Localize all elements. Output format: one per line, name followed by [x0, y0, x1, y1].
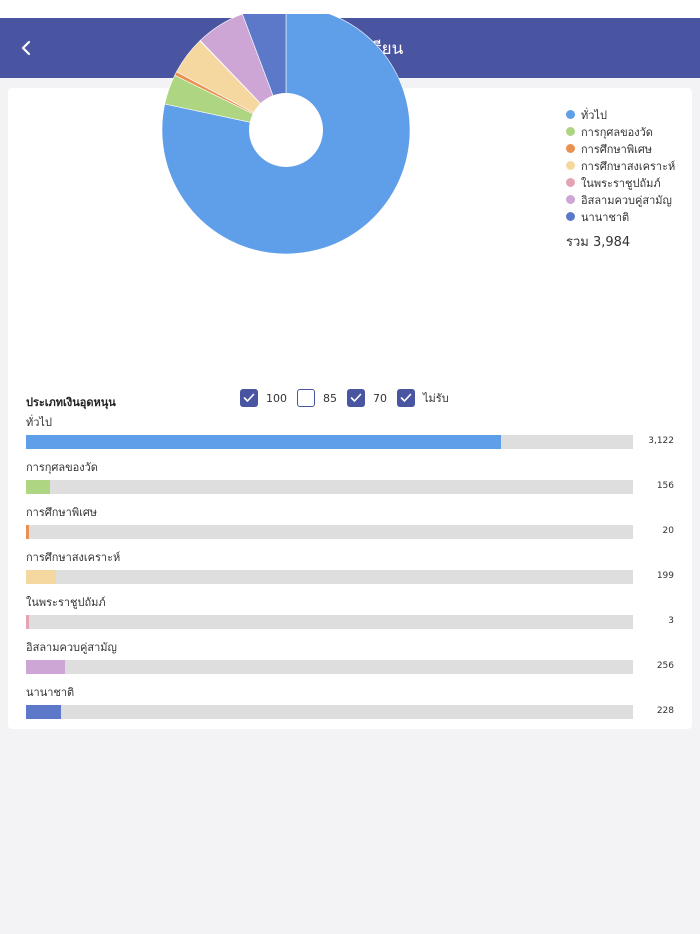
bar-value: 156 [656, 481, 674, 491]
legend-item[interactable]: ในพระราชูปถัมภ์ [566, 174, 696, 191]
legend-swatch [566, 212, 575, 221]
bar-row: การศึกษาสงเคราะห์ 199 [26, 548, 686, 593]
bar-track [26, 525, 633, 539]
chart-legend: ทั่วไปการกุศลของวัดการศึกษาพิเศษการศึกษา… [566, 106, 696, 252]
bar-fill [26, 435, 502, 449]
subsidy-checkbox[interactable]: 70 [347, 389, 387, 407]
bar-label: ทั่วไป [26, 416, 52, 429]
legend-label: อิสลามควบคู่สามัญ [581, 193, 672, 207]
back-button[interactable] [10, 32, 42, 64]
legend-label: ทั่วไป [581, 108, 607, 122]
checkbox-checked-icon[interactable] [347, 389, 365, 407]
bar-fill [26, 480, 50, 494]
bar-label: การกุศลของวัด [26, 461, 98, 474]
legend-label: นานาชาติ [581, 210, 630, 224]
legend-swatch [566, 127, 575, 136]
legend-total: รวม 3,984 [566, 235, 631, 250]
legend-swatch [566, 161, 575, 170]
legend-item[interactable]: อิสลามควบคู่สามัญ [566, 191, 696, 208]
bar-fill [26, 705, 61, 719]
status-bar [0, 0, 700, 18]
bar-row: การศึกษาพิเศษ 20 [26, 503, 686, 548]
checkbox-label: 100 [266, 391, 287, 405]
bar-value: 3 [668, 616, 674, 626]
legend-label: ในพระราชูปถัมภ์ [581, 176, 661, 190]
pie-chart [150, 5, 414, 274]
legend-label: การศึกษาสงเคราะห์ [581, 159, 676, 173]
legend-label: การศึกษาพิเศษ [581, 142, 653, 156]
bar-track [26, 570, 633, 584]
bar-list: ทั่วไป 3,122 การกุศลของวัด 156 การศึกษาพิเศษ… [26, 413, 686, 728]
bar-fill [26, 660, 65, 674]
bar-track [26, 660, 633, 674]
bar-track [26, 435, 633, 449]
bar-row: อิสลามควบคู่สามัญ 256 [26, 638, 686, 683]
checkbox-label: 85 [323, 391, 337, 405]
bar-label: การศึกษาสงเคราะห์ [26, 551, 121, 564]
legend-swatch [566, 144, 575, 153]
filter-label: ประเภทเงินอุดหนุน [26, 396, 116, 409]
bar-value: 228 [656, 706, 674, 716]
bar-label: อิสลามควบคู่สามัญ [26, 641, 117, 654]
legend-item[interactable]: การศึกษาสงเคราะห์ [566, 157, 696, 174]
legend-swatch [566, 195, 575, 204]
chevron-left-icon [21, 40, 31, 56]
subsidy-filter: ประเภทเงินอุดหนุน 100 85 70 ไม่รับ [26, 389, 676, 411]
checkbox-checked-icon[interactable] [240, 389, 258, 407]
bar-track [26, 705, 633, 719]
bar-fill [26, 615, 29, 629]
bar-fill [26, 525, 30, 539]
donut-hole [249, 93, 323, 167]
bar-track [26, 480, 633, 494]
legend-label: การกุศลของวัด [581, 125, 653, 139]
bar-label: ในพระราชูปถัมภ์ [26, 596, 106, 609]
checkbox-label: 70 [373, 391, 387, 405]
bar-value: 20 [662, 526, 674, 536]
bar-row: การกุศลของวัด 156 [26, 458, 686, 503]
legend-swatch [566, 178, 575, 187]
legend-item[interactable]: ทั่วไป [566, 106, 696, 123]
checkbox-unchecked-icon[interactable] [297, 389, 315, 407]
checkbox-label: ไม่รับ [423, 392, 449, 405]
subsidy-checkbox[interactable]: 85 [297, 389, 337, 407]
bar-row: ในพระราชูปถัมภ์ 3 [26, 593, 686, 638]
bar-value: 256 [656, 661, 674, 671]
bar-label: นานาชาติ [26, 686, 75, 699]
bar-value: 3,122 [648, 436, 674, 446]
bar-row: นานาชาติ 228 [26, 683, 686, 728]
bar-value: 199 [656, 571, 674, 581]
legend-item[interactable]: นานาชาติ [566, 208, 696, 225]
legend-item[interactable]: การกุศลของวัด [566, 123, 696, 140]
subsidy-checkbox[interactable]: 100 [240, 389, 287, 407]
bar-label: การศึกษาพิเศษ [26, 506, 98, 519]
legend-item[interactable]: การศึกษาพิเศษ [566, 140, 696, 157]
subsidy-checkbox[interactable]: ไม่รับ [397, 389, 449, 407]
bar-fill [26, 570, 57, 584]
checkbox-checked-icon[interactable] [397, 389, 415, 407]
bar-row: ทั่วไป 3,122 [26, 413, 686, 458]
legend-swatch [566, 110, 575, 119]
bar-track [26, 615, 633, 629]
